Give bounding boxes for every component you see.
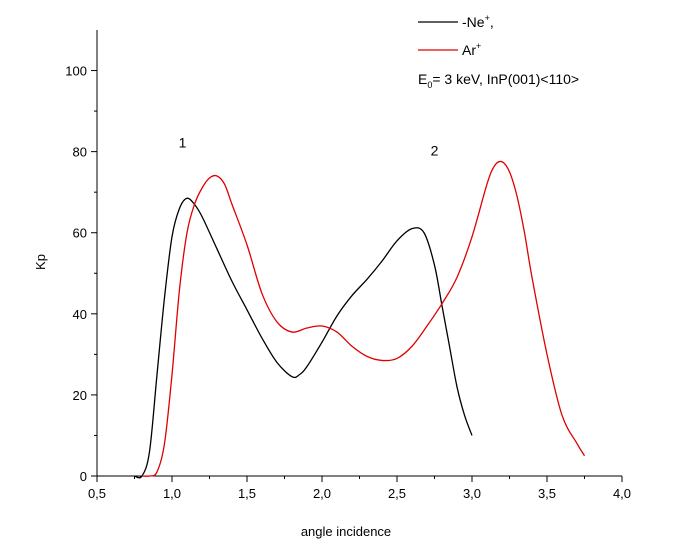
legend: -Ne+, Ar+ E0= 3 keV, InP(001)<110> <box>418 13 579 90</box>
x-tick-label: 2,5 <box>388 486 406 501</box>
annotation-label-2: 2 <box>431 143 439 159</box>
x-tick-label: 3,0 <box>463 486 481 501</box>
x-tick-label: 4,0 <box>613 486 631 501</box>
y-tick-label: 0 <box>80 469 87 484</box>
legend-label-ne: -Ne+, <box>462 13 494 30</box>
x-tick-label: 1,5 <box>238 486 256 501</box>
legend-conditions: E0= 3 keV, InP(001)<110> <box>418 71 579 90</box>
y-tick-label: 100 <box>65 64 87 79</box>
series-line-ne <box>134 197 473 479</box>
y-tick-label: 40 <box>73 307 87 322</box>
x-tick-label: 1,0 <box>163 486 181 501</box>
series-layer <box>134 160 586 479</box>
annotation-label-1: 1 <box>179 135 187 151</box>
y-tick-label: 60 <box>73 226 87 241</box>
ticks: 0,5 1,0 1,5 2,0 2,5 3,0 3,5 4,0 0 20 40 60 80 100 <box>65 64 631 501</box>
x-tick-label: 2,0 <box>313 486 331 501</box>
y-tick-label: 20 <box>73 388 87 403</box>
y-tick-label: 80 <box>73 145 87 160</box>
legend-label-ar: Ar+ <box>462 41 481 58</box>
axes <box>96 30 622 477</box>
y-axis-label: Kp <box>33 254 48 270</box>
annotations: 12 <box>179 135 439 159</box>
x-tick-label: 0,5 <box>88 486 106 501</box>
x-tick-label: 3,5 <box>538 486 556 501</box>
x-axis-label: angle incidence <box>301 524 391 539</box>
series-line-ar <box>141 160 586 477</box>
